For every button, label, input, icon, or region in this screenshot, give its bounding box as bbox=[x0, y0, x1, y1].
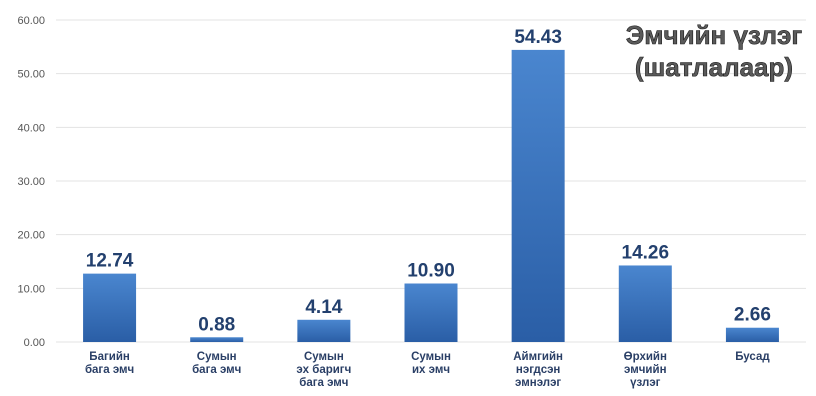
x-tick-label: их эмч bbox=[412, 364, 450, 376]
y-axis-ticks: 0.00 10.00 20.00 30.00 40.00 50.00 60.00 bbox=[17, 15, 45, 349]
bar bbox=[190, 337, 244, 342]
data-label: 14.26 bbox=[622, 242, 670, 263]
x-tick-label: Өрхийн bbox=[624, 351, 667, 363]
chart-title-line-1: Эмчийн үзлэг bbox=[626, 20, 803, 50]
x-tick-label: Аймгийн bbox=[513, 351, 563, 363]
bar bbox=[511, 49, 565, 342]
y-tick-label: 0.00 bbox=[24, 337, 45, 349]
x-tick-label: эмчийн bbox=[624, 364, 667, 376]
bar bbox=[297, 319, 351, 342]
data-label: 12.74 bbox=[86, 251, 134, 272]
y-tick-label: 50.00 bbox=[17, 69, 45, 81]
x-tick-label: эх баригч bbox=[296, 364, 351, 376]
x-tick-label: үзлэг bbox=[630, 377, 661, 389]
x-tick-label: бага эмч bbox=[85, 364, 134, 376]
y-tick-label: 30.00 bbox=[17, 176, 45, 188]
bar bbox=[725, 327, 779, 342]
x-tick-label: бага эмч bbox=[192, 364, 241, 376]
y-tick-label: 20.00 bbox=[17, 230, 45, 242]
chart-title-line-2: (шатлалаар) bbox=[635, 52, 793, 82]
gridlines bbox=[56, 19, 806, 343]
bars bbox=[83, 49, 779, 342]
data-labels: 12.74 0.88 4.14 10.90 54.43 14.26 2.66 bbox=[86, 27, 771, 335]
bar bbox=[618, 265, 672, 342]
x-tick-label: Бусад bbox=[735, 351, 770, 363]
x-tick-label: Багийн bbox=[89, 351, 130, 363]
data-label: 2.66 bbox=[734, 305, 771, 326]
x-tick-label: бага эмч bbox=[299, 377, 348, 389]
data-label: 4.14 bbox=[305, 297, 342, 318]
y-tick-label: 40.00 bbox=[17, 122, 45, 134]
bar bbox=[404, 283, 458, 342]
y-tick-label: 10.00 bbox=[17, 283, 45, 295]
x-tick-label: нэгдсэн bbox=[516, 364, 561, 376]
x-tick-label: Сумын bbox=[197, 351, 237, 363]
data-label: 0.88 bbox=[198, 314, 235, 335]
bar bbox=[83, 273, 137, 342]
x-tick-label: Сумын bbox=[411, 351, 451, 363]
y-tick-label: 60.00 bbox=[17, 15, 45, 27]
x-tick-label: эмнэлэг bbox=[515, 377, 561, 389]
data-label: 54.43 bbox=[514, 27, 562, 48]
x-tick-label: Сумын bbox=[304, 351, 344, 363]
data-label: 10.90 bbox=[407, 261, 455, 282]
